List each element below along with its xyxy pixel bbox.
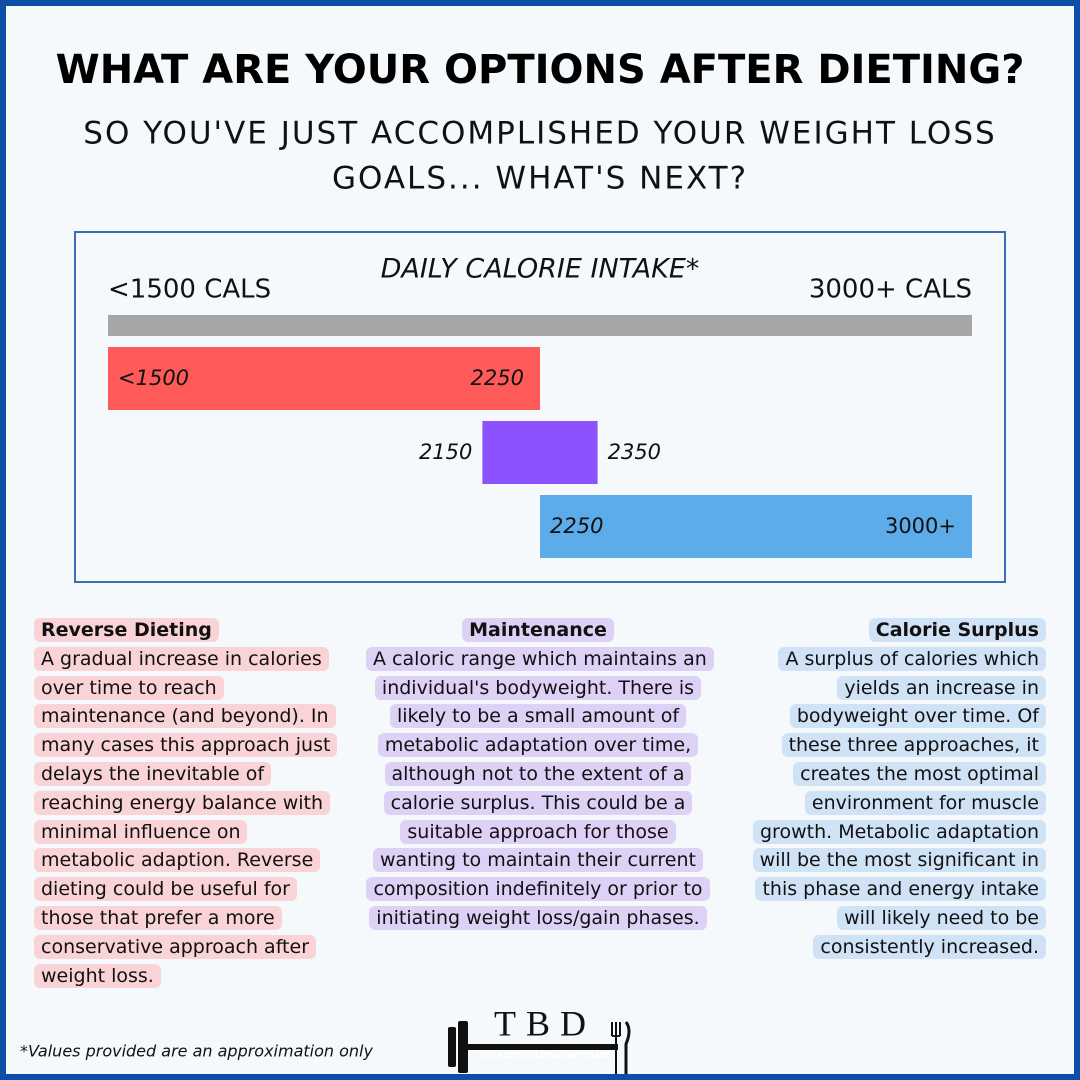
card: Reverse Dieting A gradual increase in cal…	[34, 616, 339, 990]
bar-high-label: 3000+	[885, 514, 956, 538]
range-bar	[540, 495, 972, 558]
logo-plate	[448, 1027, 456, 1067]
bar-high-label: 2250	[471, 366, 524, 390]
footnote: *Values provided are an approximation on…	[20, 1042, 374, 1061]
title: WHAT ARE YOUR OPTIONS AFTER DIETING?	[56, 47, 1025, 93]
chart-title: DAILY CALORIE INTAKE*	[381, 254, 700, 285]
logo-knife	[624, 1021, 631, 1074]
subtitle: GOALS... WHAT'S NEXT?	[332, 161, 748, 197]
x-tick-label: 3000+ CALS	[809, 275, 972, 305]
card-text: A gradual increase in calories over time…	[34, 646, 338, 988]
logo-bar	[468, 1044, 618, 1050]
bar-low-label: 2250	[550, 514, 603, 538]
bar-low-label: <1500	[118, 366, 189, 390]
card-text: A caloric range which maintains an indiv…	[366, 646, 714, 930]
axis-bar	[108, 315, 972, 336]
logo-tagline: THE BODYBUILDING DIETITIANS	[478, 1051, 611, 1060]
logo-plate	[458, 1021, 468, 1073]
subtitle: SO YOU'VE JUST ACCOMPLISHED YOUR WEIGHT …	[83, 116, 996, 152]
logo-fork	[611, 1022, 621, 1074]
card: Calorie Surplus A surplus of calories whi…	[744, 616, 1046, 962]
range-bar	[482, 421, 598, 484]
card: Maintenance A caloric range which maintai…	[366, 616, 714, 933]
x-tick-label: <1500 CALS	[108, 275, 271, 305]
card-title: Reverse Dieting	[34, 618, 219, 642]
bar-low-label: 2150	[419, 440, 472, 464]
logo-initials: TBD	[494, 1003, 596, 1043]
logo: TBD THE BODYBUILDING DIETITIANS	[448, 1003, 631, 1074]
card-text: A surplus of calories which yields an in…	[752, 646, 1046, 959]
card-title: Maintenance	[462, 618, 614, 642]
bar-high-label: 2350	[608, 440, 661, 464]
range-bar	[108, 347, 540, 410]
card-title: Calorie Surplus	[868, 618, 1046, 642]
chart-frame	[74, 231, 1006, 583]
